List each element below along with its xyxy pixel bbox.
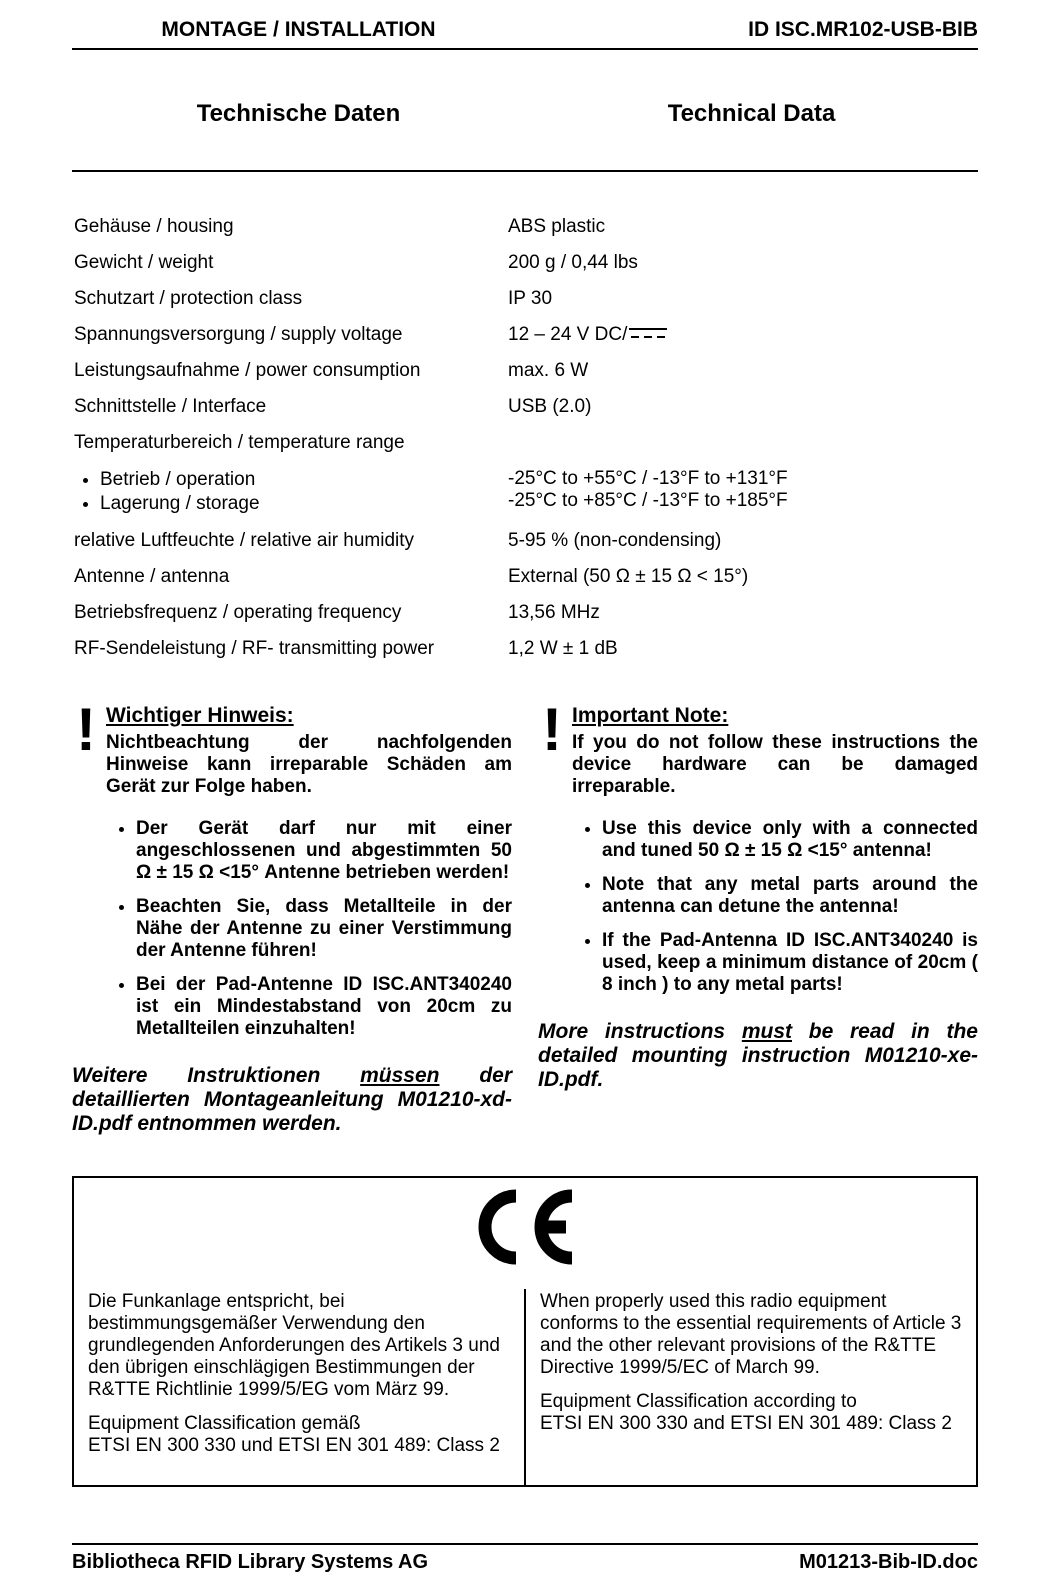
spec-label: Gewicht / weight [74, 246, 506, 280]
note-en-intro: If you do not follow these instructions … [572, 732, 978, 798]
spec-row: Betrieb / operationLagerung / storage-25… [74, 462, 976, 522]
note-de-list: Der Gerät darf nur mit einer angeschloss… [72, 812, 512, 1046]
warning-icon: ! [538, 706, 564, 754]
ce-declaration-box: Die Funkanlage entspricht, bei bestimmun… [72, 1176, 978, 1487]
temp-sub-item: Betrieb / operation [100, 468, 506, 492]
spec-label: Temperaturbereich / temperature range [74, 426, 506, 460]
spec-row: Betriebsfrequenz / operating frequency13… [74, 596, 976, 630]
ce-en-p1: When properly used this radio equipment … [540, 1291, 962, 1379]
notes-row: ! Wichtiger Hinweis: Nichtbeachtung der … [72, 704, 978, 1136]
note-de-intro: Nichtbeachtung der nachfolgenden Hinweis… [106, 732, 512, 798]
spec-value: max. 6 W [508, 354, 976, 388]
specs-table: Gehäuse / housingABS plasticGewicht / we… [72, 208, 978, 668]
spec-label: Betriebsfrequenz / operating frequency [74, 596, 506, 630]
note-en: ! Important Note: If you do not follow t… [538, 704, 978, 1136]
note-bullet: Der Gerät darf nur mit einer angeschloss… [136, 812, 512, 890]
spec-row: Leistungsaufnahme / power consumptionmax… [74, 354, 976, 388]
spec-label: Schutzart / protection class [74, 282, 506, 316]
spec-value: USB (2.0) [508, 390, 976, 424]
dc-symbol-icon [629, 324, 667, 346]
note-bullet: Use this device only with a connected an… [602, 812, 978, 868]
spec-value: 13,56 MHz [508, 596, 976, 630]
spec-row: Spannungsversorgung / supply voltage12 –… [74, 318, 976, 352]
note-bullet: If the Pad-Antenna ID ISC.ANT340240 is u… [602, 924, 978, 1002]
spec-row: Temperaturbereich / temperature range [74, 426, 976, 460]
spec-row: Schnittstelle / InterfaceUSB (2.0) [74, 390, 976, 424]
temp-sub-list: Betrieb / operationLagerung / storage [74, 468, 506, 516]
spec-label: Antenne / antenna [74, 560, 506, 594]
warning-icon: ! [72, 706, 98, 754]
temp-sub-item: Lagerung / storage [100, 492, 506, 516]
note-de: ! Wichtiger Hinweis: Nichtbeachtung der … [72, 704, 512, 1136]
spec-row: Antenne / antennaExternal (50 Ω ± 15 Ω <… [74, 560, 976, 594]
note-en-list: Use this device only with a connected an… [538, 812, 978, 1002]
spec-value: 200 g / 0,44 lbs [508, 246, 976, 280]
spec-value: 1,2 W ± 1 dB [508, 632, 976, 666]
ce-text-de: Die Funkanlage entspricht, bei bestimmun… [74, 1289, 526, 1485]
note-de-further: Weitere Instruktionen müssen der detaill… [72, 1064, 512, 1136]
spec-row: Schutzart / protection classIP 30 [74, 282, 976, 316]
note-bullet: Note that any metal parts around the ant… [602, 868, 978, 924]
note-bullet: Beachten Sie, dass Metallteile in der Nä… [136, 890, 512, 968]
footer-right: M01213-Bib-ID.doc [525, 1551, 978, 1574]
heading-en: Technical Data [525, 100, 978, 128]
temp-sub-value: -25°C to +85°C / -13°F to +185°F [508, 490, 976, 512]
spec-label: Spannungsversorgung / supply voltage [74, 318, 506, 352]
page-footer: Bibliotheca RFID Library Systems AG M012… [72, 1545, 978, 1586]
heading-de: Technische Daten [72, 100, 525, 128]
spec-value: IP 30 [508, 282, 976, 316]
spec-value: External (50 Ω ± 15 Ω < 15°) [508, 560, 976, 594]
spec-label: Gehäuse / housing [74, 210, 506, 244]
ce-de-p2: Equipment Classification gemäß ETSI EN 3… [88, 1413, 510, 1457]
section-headings: Technische Daten Technical Data [72, 100, 978, 128]
spec-row: RF-Sendeleistung / RF- transmitting powe… [74, 632, 976, 666]
spec-label: RF-Sendeleistung / RF- transmitting powe… [74, 632, 506, 666]
spec-row: relative Luftfeuchte / relative air humi… [74, 524, 976, 558]
spec-row: Gehäuse / housingABS plastic [74, 210, 976, 244]
note-en-further: More instructions must be read in the de… [538, 1020, 978, 1092]
ce-text-en: When properly used this radio equipment … [526, 1289, 976, 1485]
spec-row: Gewicht / weight200 g / 0,44 lbs [74, 246, 976, 280]
ce-mark-icon [470, 1188, 580, 1271]
page-header: MONTAGE / INSTALLATION ID ISC.MR102-USB-… [72, 18, 978, 50]
spec-label: relative Luftfeuchte / relative air humi… [74, 524, 506, 558]
temp-sub-value: -25°C to +55°C / -13°F to +131°F [508, 468, 976, 490]
spec-value: 12 – 24 V DC/ [508, 318, 976, 352]
ce-logo-row [74, 1178, 976, 1289]
header-center: MONTAGE / INSTALLATION [72, 18, 525, 42]
spec-value: 5-95 % (non-condensing) [508, 524, 976, 558]
header-right: ID ISC.MR102-USB-BIB [525, 18, 978, 42]
note-en-title: Important Note: [572, 704, 978, 728]
ce-en-p2: Equipment Classification according to ET… [540, 1391, 962, 1435]
note-bullet: Bei der Pad-Antenne ID ISC.ANT340240 ist… [136, 968, 512, 1046]
spec-value: ABS plastic [508, 210, 976, 244]
footer-left: Bibliotheca RFID Library Systems AG [72, 1551, 525, 1574]
note-de-title: Wichtiger Hinweis: [106, 704, 512, 728]
ce-de-p1: Die Funkanlage entspricht, bei bestimmun… [88, 1291, 510, 1401]
spec-label: Schnittstelle / Interface [74, 390, 506, 424]
spec-label: Leistungsaufnahme / power consumption [74, 354, 506, 388]
